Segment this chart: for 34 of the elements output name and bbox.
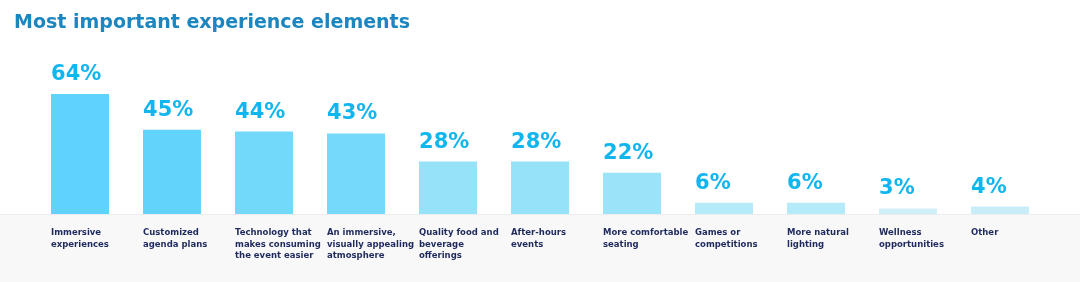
x-tick-label: Immersive experiences: [51, 227, 109, 249]
bar: [787, 202, 845, 214]
x-tick-label: Customized agenda plans: [143, 227, 208, 249]
x-tick-label: More comfortable seating: [603, 227, 689, 249]
bar: [511, 161, 569, 214]
bar: [143, 129, 201, 214]
x-tick-label: Technology that makes consuming the event easier: [235, 227, 321, 261]
data-label: 3%: [879, 175, 915, 200]
x-tick-label: Wellness opportunities: [879, 227, 944, 249]
data-label: 4%: [971, 173, 1007, 198]
x-tick-label: An immersive, visually appealing atmosphere: [327, 227, 415, 261]
x-tick-label: After-hours events: [511, 227, 567, 249]
bar: [879, 208, 937, 214]
data-label: 22%: [603, 139, 654, 164]
bar: [603, 172, 661, 214]
x-tick-label: Quality food and beverage offerings: [419, 227, 499, 261]
bar: [695, 202, 753, 214]
bar: [419, 161, 477, 214]
bar: [971, 206, 1029, 214]
x-tick-label: More natural lighting: [787, 227, 850, 249]
chart-title: Most important experience elements: [14, 10, 411, 32]
data-label: 28%: [511, 128, 562, 153]
data-label: 6%: [787, 169, 823, 194]
x-tick-label: Games or competitions: [695, 227, 758, 249]
data-label: 43%: [327, 100, 378, 125]
bar: [51, 94, 109, 214]
bar: [235, 131, 293, 214]
data-label: 6%: [695, 169, 731, 194]
data-label: 44%: [235, 98, 286, 123]
bar: [327, 133, 385, 214]
data-label: 64%: [51, 61, 102, 85]
data-label: 28%: [419, 128, 470, 153]
data-label: 45%: [143, 96, 194, 121]
x-tick-label: Other: [971, 227, 1000, 238]
